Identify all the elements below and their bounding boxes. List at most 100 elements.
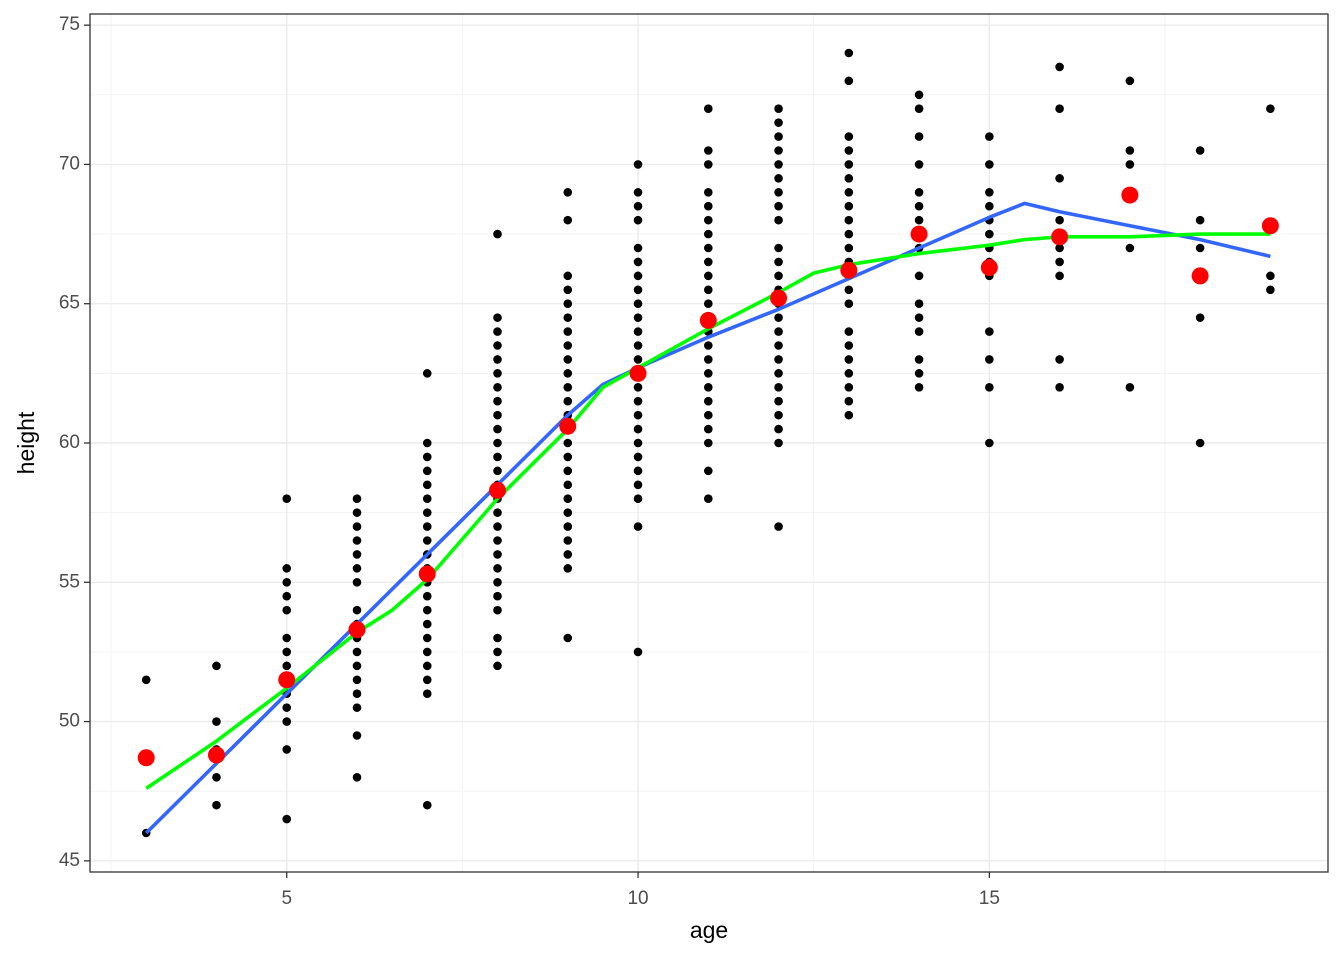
point [1195,313,1205,322]
mean-point [137,749,155,767]
point [563,396,573,406]
point [1055,215,1064,225]
point [493,327,502,336]
point [493,564,502,573]
point [282,717,292,726]
point [493,410,502,420]
point [633,327,643,336]
point [1055,382,1064,392]
point [633,522,643,531]
point [844,201,854,211]
point [493,661,502,671]
point [422,466,432,476]
y-tick-label: 55 [59,571,80,592]
point [282,591,292,601]
point [422,369,432,378]
point [282,661,292,671]
point [985,160,994,169]
point [703,410,713,420]
point [985,355,994,364]
y-tick-label: 50 [59,711,80,732]
point [493,591,502,601]
point [282,564,292,573]
point [703,494,713,504]
point [282,494,292,504]
point [774,118,783,127]
point [703,146,713,155]
point [633,410,643,420]
point [703,466,713,476]
point [844,341,854,350]
point [493,382,502,392]
point [633,187,643,197]
point [844,48,854,58]
point [422,619,432,629]
point [563,313,573,322]
point [633,243,643,253]
point [774,382,783,392]
point [1055,355,1064,364]
point [563,438,573,448]
point [352,647,362,657]
point [422,480,432,490]
point [633,257,643,267]
point [985,229,994,239]
mean-point [489,481,507,499]
point [352,508,362,517]
point [493,605,502,615]
point [844,76,854,86]
point [563,480,573,490]
point [774,313,783,322]
mean-point [629,364,647,382]
point [282,703,292,712]
point [1055,271,1064,281]
marks [137,48,1279,838]
point [985,201,994,211]
point [774,355,783,364]
mean-point [840,261,858,279]
point [703,104,713,114]
point [844,285,854,295]
point [914,299,924,309]
point [774,187,783,197]
point [703,215,713,225]
point [141,675,151,685]
point [703,355,713,364]
point [914,104,924,114]
point [633,382,643,392]
point [1266,271,1275,281]
point [493,466,502,476]
point [1055,174,1064,183]
point [703,396,713,406]
point [985,382,994,392]
point [844,396,854,406]
point [422,689,432,699]
point [1125,243,1135,253]
point [633,466,643,476]
point [844,243,854,253]
point [422,438,432,448]
point [493,633,502,643]
point [352,564,362,573]
x-tick-label: 15 [979,888,1000,909]
point [774,369,783,378]
point [774,522,783,531]
point [774,160,783,169]
point [633,215,643,225]
point [352,522,362,531]
mean-point [278,671,296,689]
mean-point [1121,186,1139,204]
point [422,675,432,685]
point [774,201,783,211]
point [844,369,854,378]
point [1055,243,1064,253]
point [703,201,713,211]
point [703,341,713,350]
point [914,90,924,100]
point [352,703,362,712]
point [914,271,924,281]
point [422,661,432,671]
point [914,355,924,364]
mean-point [1191,267,1209,285]
point [352,550,362,559]
